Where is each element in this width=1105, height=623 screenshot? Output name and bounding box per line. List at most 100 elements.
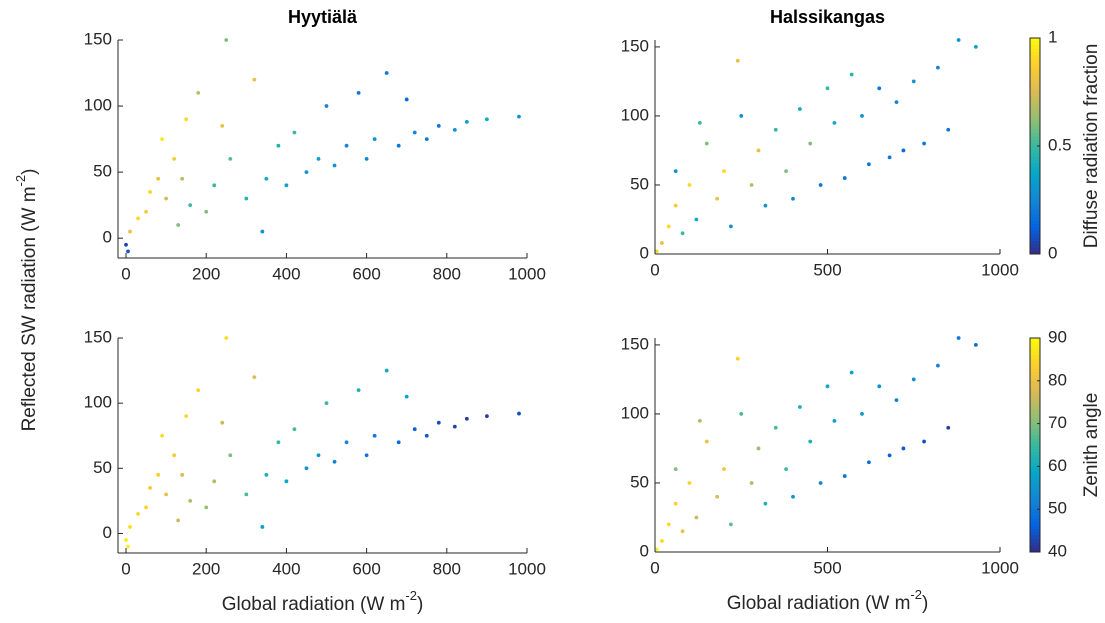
x-tick-label: 500 [813, 260, 841, 279]
panel: 0 500 1000 0 50 100 150 Global radiation (W m-2… [621, 327, 1102, 614]
point [404, 394, 409, 399]
point [148, 190, 152, 194]
point [464, 120, 469, 124]
point [344, 143, 349, 148]
colorbar-segment [1030, 531, 1040, 536]
colorbar-segment [1030, 159, 1040, 164]
point [128, 525, 132, 529]
point [697, 418, 702, 423]
colorbar-segment [1030, 135, 1040, 140]
point [894, 398, 899, 403]
colorbar-segment [1030, 445, 1040, 449]
colorbar-segment [1030, 156, 1040, 160]
colorbar-segment [1030, 411, 1040, 416]
y-tick-label: 100 [84, 393, 112, 412]
colorbar-segment [1030, 455, 1040, 459]
point [922, 141, 926, 146]
point [704, 439, 709, 444]
point [694, 217, 699, 222]
x-label-text: Global radiation (W m [222, 594, 406, 615]
point [260, 525, 265, 529]
point [936, 363, 940, 368]
colorbar-segment [1030, 250, 1040, 255]
point [735, 58, 740, 63]
panel-title: Hyytiälä [288, 7, 358, 27]
point [284, 183, 289, 188]
x-tick-label: 0 [650, 260, 659, 279]
y-tick-label: 150 [621, 36, 649, 55]
point [832, 418, 837, 423]
point [849, 370, 854, 375]
colorbar-segment [1030, 434, 1040, 439]
colorbar-segment [1030, 381, 1040, 386]
point [735, 356, 740, 361]
colorbar-tick-label: 50 [1048, 499, 1067, 518]
colorbar-segment [1030, 233, 1040, 238]
point [936, 65, 940, 70]
colorbar-segment [1030, 545, 1040, 550]
point [260, 229, 265, 234]
colorbar-segment [1030, 441, 1040, 446]
colorbar-segment [1030, 495, 1040, 499]
point [911, 79, 916, 84]
colorbar-segment [1030, 388, 1040, 392]
colorbar-segment [1030, 149, 1040, 154]
y-label-suffix: ) [19, 169, 40, 175]
point [911, 377, 916, 382]
point [276, 440, 281, 445]
colorbar-segment [1030, 491, 1040, 496]
colorbar-segment [1030, 404, 1040, 409]
point [436, 123, 441, 128]
y-tick-label: 0 [640, 243, 649, 262]
point [156, 176, 160, 181]
colorbar-segment [1030, 206, 1040, 211]
point [144, 505, 148, 510]
point [184, 117, 189, 122]
point [176, 518, 181, 523]
colorbar-segment [1030, 458, 1040, 463]
point [673, 501, 678, 506]
y-tick-label: 50 [630, 472, 649, 491]
colorbar-segment [1030, 515, 1040, 520]
point [654, 249, 659, 254]
colorbar-segment [1030, 139, 1040, 144]
colorbar-label: Diffuse radiation fraction [1081, 44, 1102, 249]
point [332, 163, 337, 168]
colorbar-segment [1030, 41, 1040, 46]
y-tick-label: 150 [621, 334, 649, 353]
point [901, 148, 906, 153]
point [228, 157, 233, 161]
point [894, 100, 899, 105]
point [204, 505, 209, 510]
y-tick-label: 100 [84, 96, 112, 115]
x-tick-label: 500 [813, 558, 841, 577]
y-tick-label: 0 [103, 523, 112, 542]
colorbar-tick-label: 0 [1048, 243, 1057, 262]
colorbar-segment [1030, 354, 1040, 359]
colorbar-segment [1030, 541, 1040, 546]
x-label-suffix: ) [417, 594, 423, 615]
point [452, 127, 457, 132]
point [224, 38, 229, 42]
point [887, 155, 892, 160]
point [660, 241, 664, 245]
point [798, 405, 802, 409]
point [739, 114, 744, 118]
point [396, 143, 401, 148]
point [791, 494, 795, 499]
point [160, 137, 165, 141]
colorbar-segment [1030, 223, 1040, 228]
colorbar-segment [1030, 508, 1040, 513]
x-tick-label: 600 [352, 559, 380, 578]
colorbar-segment [1030, 112, 1040, 117]
colorbar-segment [1030, 166, 1040, 171]
point [825, 384, 830, 389]
x-tick-label: 0 [121, 559, 130, 578]
point [660, 539, 664, 543]
x-tick-label: 0 [650, 558, 659, 577]
colorbar-segment [1030, 351, 1040, 356]
point [212, 183, 217, 188]
colorbar-segment [1030, 475, 1040, 479]
point [188, 498, 193, 503]
colorbar-segment [1030, 538, 1040, 543]
